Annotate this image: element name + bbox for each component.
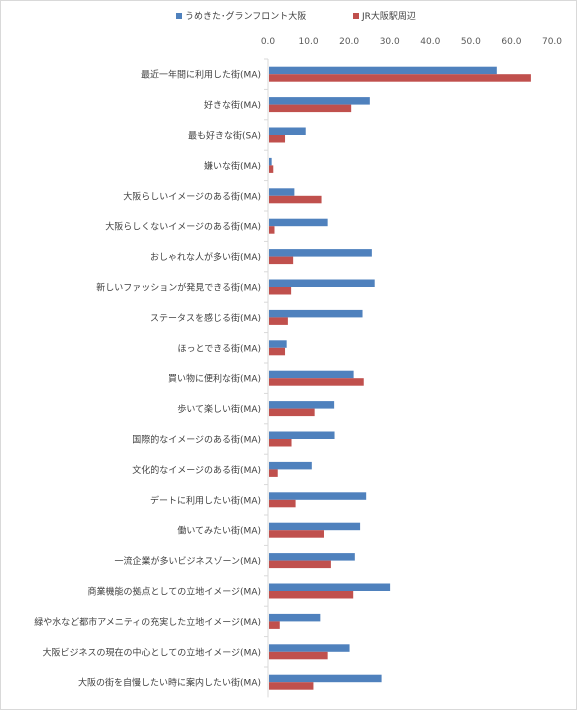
bar-series-1 bbox=[269, 370, 354, 379]
bar-series-2 bbox=[269, 165, 274, 173]
category-label: 大阪らしくないイメージのある街(MA) bbox=[105, 221, 261, 233]
category-label: 大阪の街を自慢したい時に案内したい街(MA) bbox=[78, 677, 261, 689]
category-label: ステータスを感じる街(MA) bbox=[150, 312, 261, 324]
bar-series-2 bbox=[269, 317, 288, 325]
bar-series-2 bbox=[269, 439, 292, 447]
bar-series-2 bbox=[269, 74, 531, 82]
legend-label-series-2: JR大阪駅周辺 bbox=[361, 10, 416, 22]
category-label: 大阪ビジネスの現在の中心としての立地イメージ(MA) bbox=[43, 646, 262, 658]
x-tick-label: 0.0 bbox=[261, 37, 276, 47]
bar-series-1 bbox=[269, 583, 391, 591]
bar-series-2 bbox=[269, 226, 275, 234]
y-axis: 最近一年間に利用した街(MA) 好きな街(MA) 最も好きな街(SA) 嫌いな街(MA… bbox=[34, 58, 269, 698]
bar-series-1 bbox=[269, 66, 497, 75]
category-label: 新しいファッションが発見できる街(MA) bbox=[96, 282, 261, 294]
bar-series-2 bbox=[269, 256, 294, 265]
category-label: おしゃれな人が多い街(MA) bbox=[150, 251, 261, 263]
bar-series-1 bbox=[269, 644, 350, 652]
bar-series-2 bbox=[269, 651, 328, 660]
bar-series-1 bbox=[269, 249, 372, 257]
legend: うめきた･グランフロント大阪 JR大阪駅周辺 bbox=[176, 10, 416, 22]
bar-series-2 bbox=[269, 135, 286, 143]
category-label: 買い物に便利な街(MA) bbox=[168, 373, 261, 385]
bar-series-1 bbox=[269, 674, 382, 683]
x-tick-label: 10.0 bbox=[299, 37, 319, 47]
bar-series-1 bbox=[269, 97, 370, 105]
bars bbox=[269, 66, 531, 690]
category-label: ほっとできる街(MA) bbox=[178, 342, 262, 354]
bar-series-1 bbox=[269, 613, 321, 622]
bar-series-1 bbox=[269, 157, 272, 166]
category-label: 商業機能の拠点としての立地イメージ(MA) bbox=[88, 586, 262, 598]
bar-series-1 bbox=[269, 309, 363, 318]
bar-series-2 bbox=[269, 591, 354, 599]
bar-series-2 bbox=[269, 195, 322, 204]
bar-series-1 bbox=[269, 431, 335, 439]
x-tick-label: 60.0 bbox=[501, 37, 521, 47]
x-tick-label: 40.0 bbox=[420, 37, 440, 47]
bar-series-1 bbox=[269, 522, 361, 531]
category-label: 好きな街(MA) bbox=[204, 99, 261, 111]
x-tick-label: 50.0 bbox=[461, 37, 481, 47]
bar-series-1 bbox=[269, 188, 295, 196]
bar-series-1 bbox=[269, 553, 355, 561]
bar-series-1 bbox=[269, 279, 375, 287]
bar-series-2 bbox=[269, 378, 364, 386]
category-label: 国際的なイメージのある街(MA) bbox=[132, 434, 261, 446]
x-tick-label: 70.0 bbox=[542, 37, 562, 47]
category-label: 最も好きな街(SA) bbox=[188, 130, 261, 142]
category-label: 大阪らしいイメージのある街(MA) bbox=[123, 190, 261, 202]
category-label: 文化的なイメージのある街(MA) bbox=[132, 464, 261, 476]
bar-series-2 bbox=[269, 408, 315, 417]
bar-series-2 bbox=[269, 347, 286, 356]
bar-series-2 bbox=[269, 530, 324, 538]
category-label: 嫌いな街(MA) bbox=[204, 160, 261, 172]
bar-series-1 bbox=[269, 461, 312, 470]
bar-series-2 bbox=[269, 560, 331, 569]
x-axis: 0.0 10.0 20.0 30.0 40.0 50.0 60.0 70.0 bbox=[261, 37, 562, 47]
legend-swatch-series-1 bbox=[176, 13, 182, 19]
bar-series-2 bbox=[269, 469, 278, 477]
bar-series-1 bbox=[269, 492, 367, 500]
category-label: 一流企業が多いビジネスゾーン(MA) bbox=[115, 555, 262, 567]
bar-series-1 bbox=[269, 340, 287, 348]
legend-swatch-series-2 bbox=[353, 13, 359, 19]
bar-series-2 bbox=[269, 499, 296, 508]
category-label: 緑や水など都市アメニティの充実した立地イメージ(MA) bbox=[34, 616, 261, 628]
bar-series-2 bbox=[269, 621, 280, 629]
x-tick-label: 30.0 bbox=[380, 37, 400, 47]
x-tick-label: 20.0 bbox=[339, 37, 359, 47]
legend-label-series-1: うめきた･グランフロント大阪 bbox=[185, 10, 306, 22]
bar-series-1 bbox=[269, 127, 306, 135]
category-label: 最近一年間に利用した街(MA) bbox=[141, 69, 261, 81]
bar-series-2 bbox=[269, 104, 352, 113]
category-label: デートに利用したい街(MA) bbox=[150, 494, 261, 506]
bar-series-2 bbox=[269, 682, 314, 690]
bar-series-2 bbox=[269, 287, 292, 295]
category-label: 歩いて楽しい街(MA) bbox=[177, 403, 261, 415]
bar-series-1 bbox=[269, 218, 328, 227]
category-label: 働いてみたい街(MA) bbox=[177, 525, 261, 537]
bar-series-1 bbox=[269, 401, 335, 409]
